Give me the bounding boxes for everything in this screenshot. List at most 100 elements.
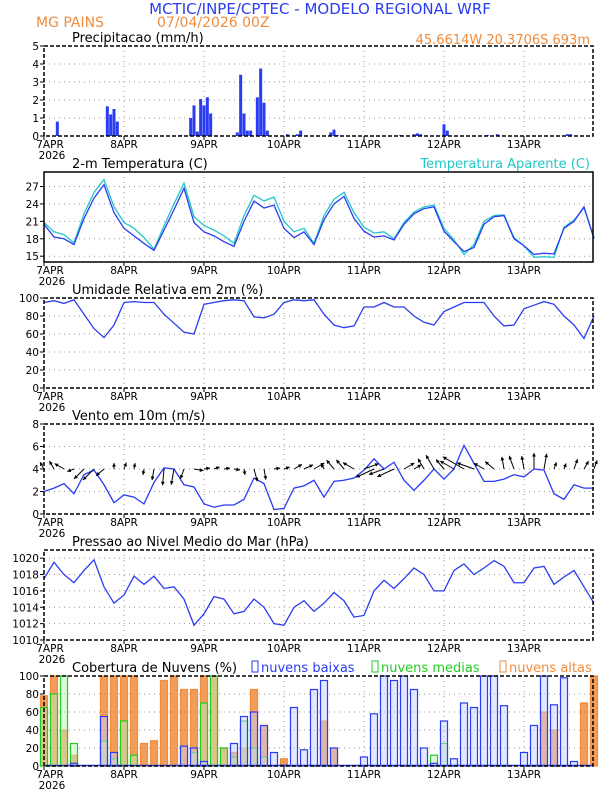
- y-tick-label: 1020: [12, 553, 39, 565]
- precip-bar: [192, 105, 196, 136]
- cloud-bar-nuvens-baixas: [399, 675, 409, 767]
- precip-bar: [295, 134, 299, 136]
- precip-bar: [245, 130, 249, 136]
- y-tick-label: 24: [26, 199, 40, 211]
- x-tick-label: 12APR: [427, 769, 461, 781]
- panel-title: 2-m Temperatura (C): [72, 157, 208, 172]
- y-tick-label: 6: [32, 442, 39, 454]
- y-tick-label: 1016: [12, 586, 39, 598]
- wind-arrowhead: [132, 463, 137, 467]
- wind-arrow: [442, 456, 465, 470]
- panel-0: 0 1 2 3 4 5 7APR 8APR 9APR 10APR 11APR 12APR 13APR 20…: [32, 31, 594, 162]
- wind-arrowhead: [440, 461, 445, 465]
- wind-arrowhead: [297, 464, 302, 468]
- precip-bar: [265, 130, 269, 136]
- legend-label: nuvens medias: [381, 661, 480, 676]
- series-line: [43, 558, 595, 627]
- cloud-bar-nuvens-baixas: [549, 704, 559, 767]
- wind-arrowhead: [236, 467, 240, 472]
- precip-bar: [262, 102, 266, 136]
- x-tick-label: 8APR: [110, 139, 138, 151]
- cloud-bar-nuvens-baixas: [459, 702, 469, 767]
- x-tick-label: 8APR: [110, 769, 138, 781]
- wind-arrowhead: [436, 459, 440, 464]
- precip-bar: [109, 114, 113, 136]
- x-tick-label: 13APR: [507, 265, 541, 277]
- y-tick-label: 0: [32, 383, 39, 395]
- y-tick-label: 1012: [12, 619, 39, 631]
- cloud-bar-nuvens-medias: [49, 693, 59, 767]
- x-tick-label: 12APR: [427, 643, 461, 655]
- y-tick-label: 0: [32, 131, 39, 143]
- plot-frame: [43, 171, 594, 263]
- cloud-bar-nuvens-altas: [579, 702, 589, 767]
- wind-arrowhead: [410, 463, 415, 467]
- x-tick-label: 10APR: [267, 643, 301, 655]
- x-tick-label: 10APR: [267, 769, 301, 781]
- wind-arrowhead: [585, 461, 589, 466]
- precip-bar: [285, 134, 289, 136]
- x-tick-label: 13APR: [507, 769, 541, 781]
- plot-frame: [43, 45, 594, 137]
- wind-arrowhead: [199, 468, 204, 472]
- y-tick-label: 18: [26, 234, 39, 246]
- y-tick-label: 1: [32, 113, 39, 125]
- x-year-label: 2026: [39, 528, 66, 540]
- x-year-label: 2026: [39, 402, 66, 414]
- cloud-bar-nuvens-baixas: [439, 720, 449, 767]
- precip-bar: [195, 131, 199, 136]
- x-tick-label: 11APR: [347, 769, 381, 781]
- y-tick-label: 1014: [12, 602, 39, 614]
- wind-arrowhead: [417, 464, 422, 469]
- wind-arrowhead: [123, 462, 127, 467]
- x-tick-label: 9APR: [190, 265, 218, 277]
- cloud-bar-nuvens-altas: [139, 742, 149, 767]
- panel-1: 15 18 21 24 27 7APR 8APR 9APR 10APR 11APR 12APR 13A…: [26, 157, 595, 288]
- wind-arrowhead: [179, 474, 184, 479]
- cloud-bar-nuvens-baixas: [559, 677, 569, 767]
- cloud-bar-nuvens-medias: [119, 720, 129, 767]
- wind-arrowhead: [263, 475, 268, 480]
- x-tick-label: 13APR: [507, 391, 541, 403]
- precip-bar: [209, 113, 213, 136]
- x-tick-label: 7APR: [36, 769, 64, 781]
- wind-arrowhead: [40, 462, 44, 467]
- cloud-bar-nuvens-baixas: [309, 688, 319, 767]
- cloud-bar-nuvens-baixas: [469, 706, 479, 767]
- wind-arrowhead: [242, 471, 247, 475]
- x-tick-label: 9APR: [190, 643, 218, 655]
- wind-arrowhead: [457, 462, 462, 466]
- y-tick-label: 3: [32, 77, 39, 89]
- wind-arrowhead: [254, 477, 259, 482]
- wind-arrowhead: [563, 463, 567, 468]
- wind-arrowhead: [520, 456, 525, 460]
- x-tick-label: 12APR: [427, 265, 461, 277]
- wind-arrowhead: [473, 463, 478, 467]
- y-tick-label: 20: [26, 743, 39, 755]
- cloud-bar-nuvens-baixas: [109, 751, 119, 767]
- apparent-temperature-line: [43, 178, 595, 259]
- x-tick-label: 9APR: [190, 517, 218, 529]
- precip-bar: [235, 132, 239, 136]
- cloud-bar-nuvens-medias: [199, 702, 209, 767]
- wind-arrowhead: [276, 466, 280, 471]
- precip-bar: [442, 124, 446, 136]
- panel-title: Precipitacao (mm/h): [72, 31, 204, 46]
- y-tick-label: 100: [19, 671, 39, 683]
- y-tick-label: 100: [19, 293, 39, 305]
- cloud-bar-nuvens-baixas: [499, 705, 509, 767]
- y-tick-label: 0: [32, 761, 39, 773]
- x-tick-label: 8APR: [110, 391, 138, 403]
- precip-bar: [415, 133, 419, 136]
- wind-arrowhead: [377, 473, 382, 478]
- cloud-bar-nuvens-baixas: [529, 724, 539, 767]
- legend-swatch-0: [499, 660, 507, 673]
- x-year-label: 2026: [39, 654, 66, 666]
- precip-bar: [569, 134, 573, 136]
- legend-swatch-2: [251, 660, 259, 673]
- y-tick-label: 60: [26, 707, 39, 719]
- y-tick-label: 40: [26, 725, 39, 737]
- x-tick-label: 8APR: [110, 265, 138, 277]
- cloud-bar-nuvens-medias: [219, 747, 229, 767]
